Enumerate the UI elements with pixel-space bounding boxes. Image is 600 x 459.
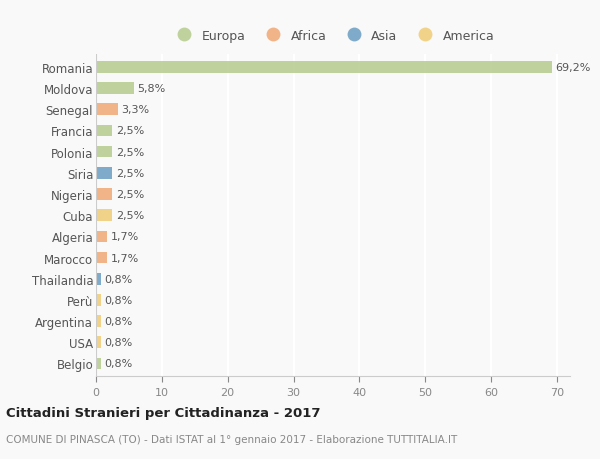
Text: 0,8%: 0,8% <box>104 274 133 284</box>
Text: 3,3%: 3,3% <box>121 105 149 115</box>
Text: 2,5%: 2,5% <box>116 211 144 221</box>
Bar <box>96 146 112 158</box>
Text: 1,7%: 1,7% <box>110 232 139 242</box>
Bar <box>96 83 134 95</box>
Text: 69,2%: 69,2% <box>555 63 590 73</box>
Bar <box>96 231 107 243</box>
Bar <box>96 168 112 179</box>
Text: 0,8%: 0,8% <box>104 295 133 305</box>
Text: COMUNE DI PINASCA (TO) - Dati ISTAT al 1° gennaio 2017 - Elaborazione TUTTITALIA: COMUNE DI PINASCA (TO) - Dati ISTAT al 1… <box>6 434 457 444</box>
Bar <box>96 273 101 285</box>
Text: 0,8%: 0,8% <box>104 316 133 326</box>
Bar <box>96 125 112 137</box>
Legend: Europa, Africa, Asia, America: Europa, Africa, Asia, America <box>172 29 494 42</box>
Bar <box>96 252 107 264</box>
Bar <box>96 104 118 116</box>
Bar <box>96 295 101 306</box>
Bar <box>96 62 551 73</box>
Text: 2,5%: 2,5% <box>116 147 144 157</box>
Bar <box>96 358 101 369</box>
Text: 0,8%: 0,8% <box>104 358 133 369</box>
Bar <box>96 189 112 201</box>
Text: 5,8%: 5,8% <box>137 84 166 94</box>
Text: 2,5%: 2,5% <box>116 190 144 200</box>
Text: Cittadini Stranieri per Cittadinanza - 2017: Cittadini Stranieri per Cittadinanza - 2… <box>6 406 320 419</box>
Text: 2,5%: 2,5% <box>116 126 144 136</box>
Text: 1,7%: 1,7% <box>110 253 139 263</box>
Text: 2,5%: 2,5% <box>116 168 144 179</box>
Bar <box>96 337 101 348</box>
Bar <box>96 210 112 222</box>
Bar <box>96 316 101 327</box>
Text: 0,8%: 0,8% <box>104 337 133 347</box>
